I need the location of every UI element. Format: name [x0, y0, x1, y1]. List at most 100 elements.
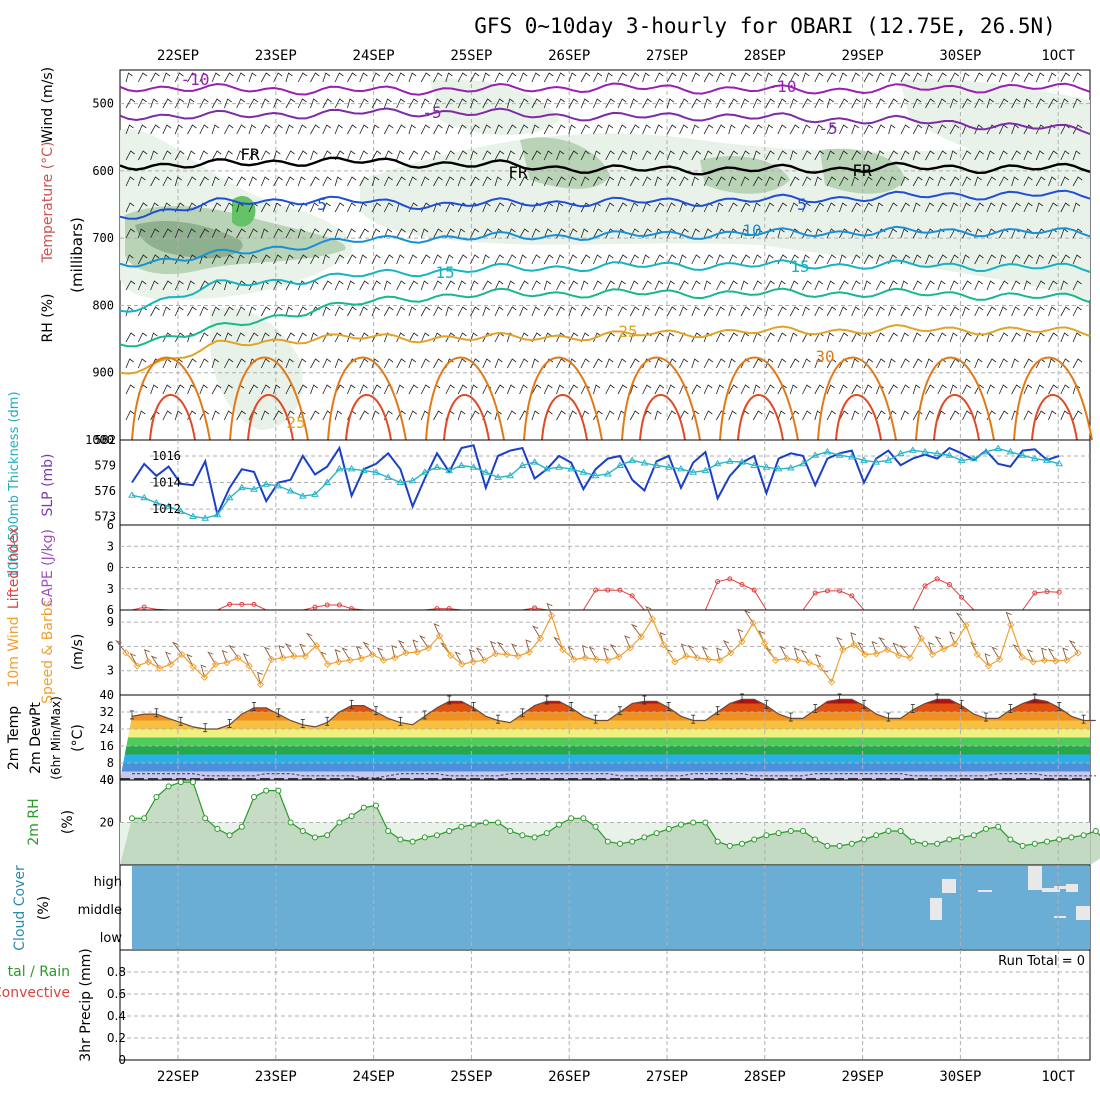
wind-barb: [1060, 176, 1070, 187]
wind10m-point: [917, 634, 925, 642]
wind10m-barb: [525, 639, 532, 653]
wind-barb: [1048, 72, 1057, 83]
wind-barb: [310, 202, 319, 213]
wind-barb: [666, 124, 677, 135]
wind-barb: [457, 98, 467, 109]
wind-barb: [593, 254, 602, 265]
wind-barb: [986, 98, 994, 109]
wind-barb: [285, 306, 293, 317]
wind-barb: [974, 202, 984, 213]
lifted-point: [239, 601, 245, 607]
upper-air-wind-barbs: [125, 72, 1083, 421]
isotherm-30-loop: [719, 356, 799, 441]
wind-barb: [543, 124, 554, 135]
wind-barb: [396, 280, 406, 291]
wind-barb: [236, 254, 245, 265]
isotherm-30-loop: [523, 356, 603, 441]
wind10m-barb: [927, 641, 934, 655]
rh2m-point: [800, 828, 806, 834]
wind10m-point: [783, 654, 791, 663]
thickness-point: [994, 444, 1003, 451]
wind-barb: [962, 150, 972, 161]
wind-barb: [334, 228, 343, 239]
wind-barb: [445, 124, 454, 135]
rh2m-point: [702, 819, 709, 826]
wind-barb: [691, 124, 700, 135]
cloud-level-label: middle: [78, 903, 122, 918]
wind-barb: [224, 410, 233, 421]
wind-barb: [642, 150, 652, 161]
wind10m-barb: [341, 647, 351, 661]
wind-barb: [802, 384, 812, 395]
wind-barb: [777, 332, 787, 343]
wind-barb: [949, 410, 960, 421]
precip-tick: 0.8: [107, 965, 126, 979]
wind-barb: [802, 306, 810, 317]
wind-barb: [137, 72, 148, 83]
thickness-point: [762, 463, 771, 470]
wind-barb: [297, 228, 306, 239]
wind-barb: [420, 384, 431, 395]
run-total-text: Run Total = 0: [998, 954, 1085, 969]
wind-barb: [900, 358, 910, 369]
thickness-point: [335, 464, 344, 472]
temp-minmax-bar: [496, 714, 500, 724]
wind-barb: [482, 150, 492, 161]
wind-barb: [851, 176, 859, 187]
cloud-clear-patch: [930, 898, 942, 920]
wind-barb: [494, 202, 505, 213]
wind-barb: [420, 280, 429, 291]
wind-barb: [962, 176, 972, 187]
bottom-day-labels: 22SEP 23SEP 24SEP 25SEP 26SEP 27SEP 28SEP 29SEP…: [157, 1069, 1076, 1085]
wind10m-barb: [857, 641, 866, 655]
wind-barb: [273, 98, 282, 109]
rh-region: [520, 137, 610, 189]
precip-panel: 00.20.40.60.8 Run Total = 0: [107, 949, 1091, 1067]
wind-barb: [150, 202, 159, 213]
wind-barb: [679, 358, 689, 369]
wind10m-barb: [850, 632, 857, 645]
wind-barb: [728, 410, 737, 421]
lifted-point: [946, 582, 952, 587]
wind-barb: [839, 202, 847, 213]
wind-barb: [728, 254, 737, 265]
wind-barb: [679, 150, 688, 161]
wind-barb: [839, 124, 848, 135]
wind-barb: [519, 358, 529, 369]
wind10m-barb: [609, 644, 620, 658]
wind-barb: [260, 358, 270, 369]
wind10m-barb: [630, 623, 642, 637]
wind-barb: [211, 98, 222, 109]
wind-barb: [470, 98, 478, 109]
thickness-point: [957, 456, 966, 463]
wind-barb: [445, 280, 456, 291]
wind-barb: [494, 176, 502, 187]
wind-barb: [605, 358, 614, 369]
wind-barb: [580, 228, 589, 239]
wind-barb: [629, 72, 640, 83]
rh2m-point: [324, 832, 331, 839]
wind10m-barb: [1012, 643, 1023, 658]
temp-minmax-bar: [593, 714, 598, 724]
wind-barb: [519, 228, 529, 239]
thickness-point: [908, 446, 917, 453]
temp-band: [120, 737, 1090, 746]
wind-barb: [322, 98, 332, 109]
lifted-point: [959, 594, 965, 600]
temp-minmax-bar: [252, 702, 256, 711]
wind-barb: [740, 306, 751, 317]
wind-barb: [888, 124, 896, 135]
wind-barb: [506, 254, 517, 265]
wind-barb: [617, 124, 627, 135]
wind-barb: [556, 306, 565, 317]
wind-barb: [691, 332, 701, 343]
wind-barb: [396, 124, 406, 135]
wind-barb: [716, 332, 725, 343]
slp-axis-label: SLP (mb): [40, 453, 56, 516]
wind-barb: [789, 280, 799, 291]
wind-barb: [962, 332, 972, 343]
thickness-point: [921, 447, 929, 455]
wind-barb: [1023, 176, 1033, 187]
wind-barb: [297, 358, 307, 369]
wind-barb: [556, 150, 565, 161]
